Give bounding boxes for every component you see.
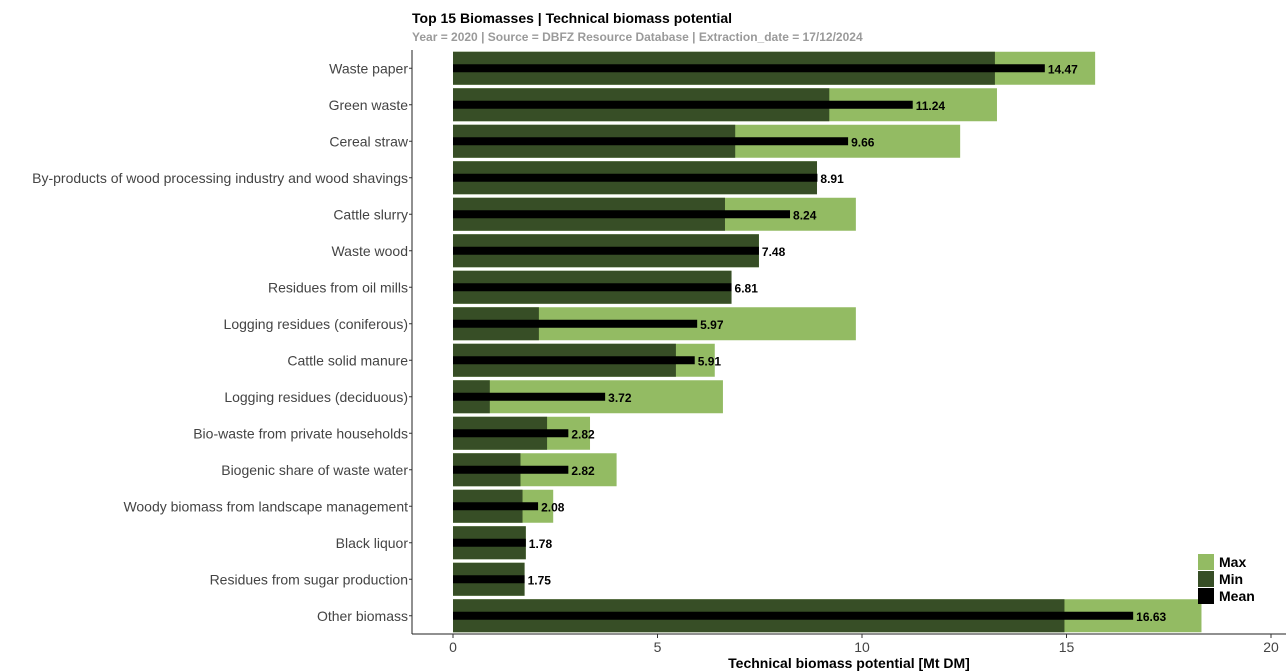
category-label: Logging residues (deciduous) xyxy=(224,389,408,405)
bar-mean xyxy=(453,319,698,328)
category-label: Biogenic share of waste water xyxy=(221,462,408,478)
category-label: Woody biomass from landscape management xyxy=(123,498,408,514)
mean-value-label: 1.75 xyxy=(528,573,552,587)
category-label: Cattle solid manure xyxy=(287,352,408,368)
value-labels-layer: 14.47 11.24 9.66 8.91 8.24 7.48 6.81 5.97 5.91 3.… xyxy=(528,62,1167,624)
legend-label-mean: Mean xyxy=(1219,588,1255,604)
mean-value-label: 6.81 xyxy=(735,281,759,295)
mean-value-label: 2.82 xyxy=(571,464,595,478)
bar-mean xyxy=(453,429,569,438)
x-tick-label: 0 xyxy=(449,639,457,655)
x-tick-label: 20 xyxy=(1263,639,1279,655)
legend-key-min xyxy=(1198,571,1214,587)
bars-layer xyxy=(453,51,1202,633)
x-tick-label: 15 xyxy=(1059,639,1075,655)
bar-mean xyxy=(453,246,759,255)
bar-mean xyxy=(453,173,818,182)
mean-value-label: 1.78 xyxy=(529,537,553,551)
mean-value-label: 9.66 xyxy=(851,135,875,149)
axis-layer: Waste paper Green waste Cereal straw By-pro… xyxy=(32,50,1286,671)
category-label: Logging residues (coniferous) xyxy=(224,316,408,332)
mean-value-label: 2.08 xyxy=(541,500,565,514)
bar-mean xyxy=(453,210,791,219)
mean-value-label: 5.91 xyxy=(698,354,722,368)
bar-mean xyxy=(453,100,913,109)
chart-title: Top 15 Biomasses | Technical biomass pot… xyxy=(412,10,733,26)
category-label: Residues from oil mills xyxy=(268,279,408,295)
bar-mean xyxy=(453,283,732,292)
x-tick-label: 5 xyxy=(654,639,662,655)
legend-key-mean xyxy=(1198,588,1214,604)
category-label: Other biomass xyxy=(317,608,408,624)
mean-value-label: 14.47 xyxy=(1048,62,1078,76)
bar-mean xyxy=(453,392,606,401)
legend-label-min: Min xyxy=(1219,571,1243,587)
bar-mean xyxy=(453,465,569,474)
mean-value-label: 16.63 xyxy=(1136,610,1166,624)
category-label: Green waste xyxy=(329,97,409,113)
bar-mean xyxy=(453,356,695,365)
mean-value-label: 8.91 xyxy=(820,172,844,186)
category-label: By-products of wood processing industry … xyxy=(32,170,408,186)
mean-value-label: 8.24 xyxy=(793,208,817,222)
category-label: Bio-waste from private households xyxy=(193,425,408,441)
mean-value-label: 2.82 xyxy=(571,427,595,441)
bar-mean xyxy=(453,575,525,584)
bar-mean xyxy=(453,611,1134,620)
mean-value-label: 3.72 xyxy=(608,391,632,405)
bar-mean xyxy=(453,137,849,146)
legend-key-max xyxy=(1198,554,1214,570)
category-label: Waste paper xyxy=(329,60,408,76)
category-label: Cattle slurry xyxy=(333,206,408,222)
category-label: Cereal straw xyxy=(329,133,408,149)
x-axis-label: Technical biomass potential [Mt DM] xyxy=(728,655,970,671)
bar-mean xyxy=(453,502,539,511)
category-label: Waste wood xyxy=(331,243,408,259)
category-label: Black liquor xyxy=(336,535,409,551)
category-label: Residues from sugar production xyxy=(210,571,408,587)
mean-value-label: 5.97 xyxy=(700,318,724,332)
chart-subtitle: Year = 2020 | Source = DBFZ Resource Dat… xyxy=(412,30,863,44)
mean-value-label: 11.24 xyxy=(916,99,946,113)
bar-mean xyxy=(453,538,526,547)
mean-value-label: 7.48 xyxy=(762,245,786,259)
x-tick-label: 10 xyxy=(854,639,870,655)
bar-mean xyxy=(453,64,1045,73)
legend-label-max: Max xyxy=(1219,554,1246,570)
